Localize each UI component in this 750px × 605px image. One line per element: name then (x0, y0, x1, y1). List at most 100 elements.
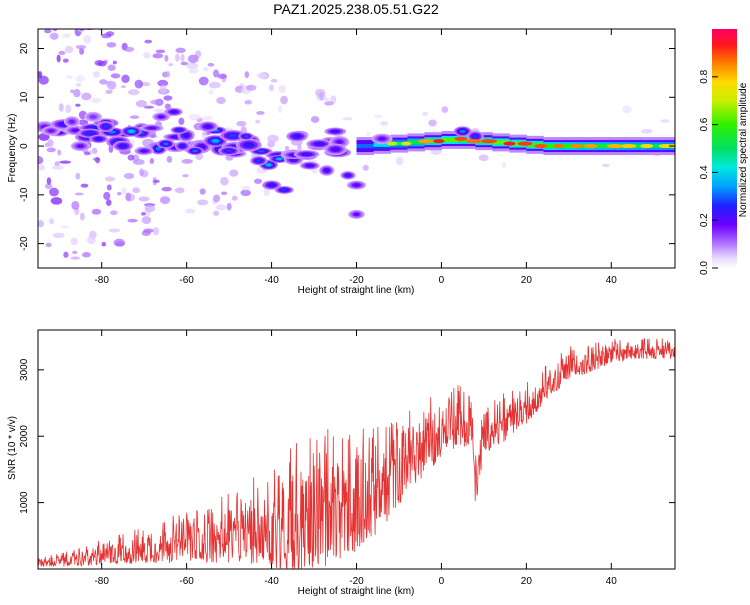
spectrogram-blob (119, 144, 126, 148)
spectrogram-speckle (60, 225, 70, 229)
spectrogram-speckle (226, 202, 232, 211)
spectrogram-peak (454, 136, 468, 141)
spectrogram-blob (180, 144, 185, 148)
spectrogram-peak (640, 144, 654, 149)
spectrogram-peak (570, 144, 583, 149)
snr-x-tick-label: -40 (264, 576, 279, 587)
colorbar-gradient (712, 29, 737, 268)
spectrogram-speckle (207, 62, 215, 67)
spectrogram-blob (257, 150, 265, 153)
spectrogram-speckle (244, 99, 253, 105)
spectrogram-band-inner (356, 144, 374, 149)
spectrogram-speckle (77, 119, 89, 126)
spectrogram-blob (108, 130, 116, 134)
spectrogram-speckle (84, 29, 95, 31)
spectrogram-speckle (91, 208, 102, 215)
spectrogram-peak (417, 139, 434, 144)
spectrogram-speckle (65, 75, 73, 79)
spectrogram-blob (268, 183, 275, 187)
spectrogram-speckle (121, 74, 130, 83)
spectrogram-y-tick-label: 0 (19, 143, 30, 149)
spectrogram-speckle (141, 216, 152, 224)
spectrogram-blob (256, 159, 262, 163)
spectrogram-speckle (180, 61, 189, 66)
spectrogram-peak (517, 141, 533, 146)
spectrogram-peak (620, 144, 637, 149)
spectrogram-speckle (44, 183, 53, 190)
spectrogram-speckle (366, 132, 371, 136)
spectrogram-peak (433, 139, 445, 144)
spectrogram-speckle (80, 183, 89, 188)
spectrogram-speckle (501, 161, 507, 169)
spectrogram-speckle (163, 95, 173, 101)
spectrogram-speckle (220, 191, 228, 195)
spectrogram-speckle (188, 67, 199, 74)
spectrogram-speckle (141, 212, 146, 216)
spectrogram-speckle (38, 164, 46, 171)
spectrogram-speckle (255, 119, 261, 124)
spectrogram-speckle (208, 89, 214, 96)
spectrogram-speckle (310, 116, 320, 123)
colorbar-ticks: 0.0 0.2 0.4 0.6 0.8 (699, 69, 718, 275)
spectrogram-speckle (267, 134, 279, 143)
spectrogram-speckle (267, 140, 275, 148)
spectrogram-speckle (622, 105, 632, 114)
spectrogram-speckle (123, 46, 135, 52)
spectrogram-speckle (134, 79, 143, 89)
colorbar-tick-label: 0.0 (699, 261, 710, 275)
spectrogram-speckle (236, 120, 247, 127)
spectrogram-x-tick-label: 20 (521, 275, 533, 286)
spectrogram-speckle (212, 194, 221, 203)
spectrogram-speckle (362, 164, 369, 171)
spectrogram-speckle (127, 154, 135, 161)
colorbar-label: Normalized spectral amplitude (738, 82, 749, 217)
spectrogram-speckle (58, 50, 66, 56)
spectrogram-speckle (63, 251, 69, 258)
spectrogram-blob (95, 137, 102, 141)
spectrogram-blob (459, 129, 466, 134)
spectrogram-speckle (50, 197, 63, 205)
spectrogram-speckle (159, 84, 167, 94)
spectrogram-speckle (83, 35, 92, 44)
spectrogram-speckle (157, 79, 169, 87)
colorbar: 0.0 0.2 0.4 0.6 0.8 Normalized spectral ampl… (699, 29, 749, 275)
spectrogram-speckle (81, 92, 92, 101)
spectrogram-speckle (91, 147, 98, 154)
snr-x-tick-label: -20 (349, 576, 364, 587)
spectrogram-speckle (217, 73, 227, 79)
spectrogram-speckle (395, 156, 404, 166)
spectrogram-y-tick-label: -20 (19, 236, 30, 251)
spectrogram-blob (48, 129, 54, 133)
spectrogram-panel: -80 -60 -40 -20 0 20 40 -20 -10 0 10 20 Height of s… (7, 12, 676, 296)
snr-axes: -80 -60 -40 -20 0 20 40 1000 2000 3000 (19, 330, 675, 587)
spectrogram-speckle (324, 101, 334, 106)
spectrogram-speckle (150, 99, 163, 105)
spectrogram-speckle (182, 174, 189, 178)
spectrogram-speckle (57, 149, 62, 156)
snr-x-tick-label: 0 (439, 576, 445, 587)
spectrogram-x-axis-label: Height of straight line (km) (298, 285, 415, 296)
spectrogram-blob (293, 134, 301, 138)
spectrogram-speckle (38, 75, 49, 85)
spectrogram-speckle (75, 74, 85, 83)
spectrogram-speckle (70, 256, 80, 260)
colorbar-tick-label: 0.6 (699, 117, 710, 131)
spectrogram-speckle (65, 104, 72, 114)
spectrogram-blob (331, 130, 339, 133)
spectrogram-speckle (114, 241, 125, 247)
spectrogram-speckle (220, 176, 229, 186)
spectrogram-speckle (241, 186, 251, 191)
spectrogram-blob (281, 188, 288, 192)
spectrogram-peak (481, 139, 498, 144)
spectrogram-speckle (125, 192, 132, 202)
spectrogram-speckle (110, 73, 121, 79)
spectrogram-speckle (48, 12, 60, 20)
spectrogram-speckle (164, 54, 169, 62)
spectrogram-peak (466, 139, 482, 144)
spectrogram-speckle (319, 92, 324, 101)
spectrogram-speckle (38, 132, 50, 141)
spectrogram-x-tick-label: 40 (606, 275, 618, 286)
spectrogram-speckle (59, 160, 72, 164)
spectrogram-speckle (105, 31, 115, 37)
